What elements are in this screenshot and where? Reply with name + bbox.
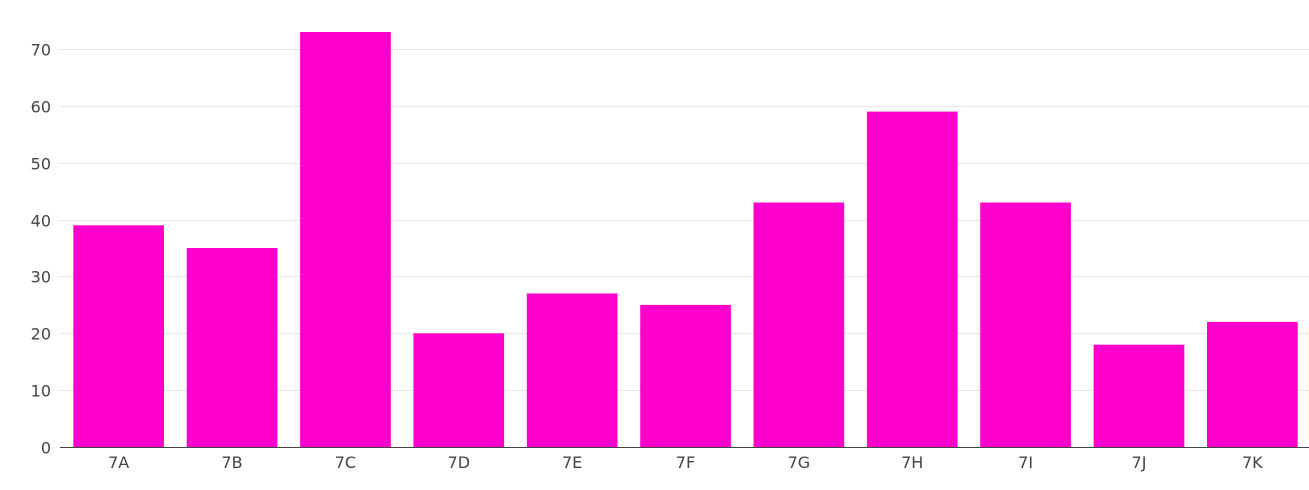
x-tick-label: 7H (901, 453, 923, 472)
bar (640, 304, 731, 447)
x-tick-label: 7B (221, 453, 242, 472)
bar (1093, 344, 1185, 447)
x-tick-label: 7A (108, 453, 129, 472)
bar (753, 202, 845, 447)
x-tick-label: 7D (448, 453, 471, 472)
y-tick-label: 40 (31, 212, 51, 231)
y-tick-label: 60 (31, 98, 51, 117)
y-tick-label: 30 (31, 268, 51, 287)
x-tick-label: 7K (1242, 453, 1263, 472)
x-tick-label: 7E (562, 453, 582, 472)
y-tick-label: 10 (31, 382, 51, 401)
bar (73, 225, 164, 447)
bar (866, 111, 958, 447)
x-axis-ticks: 7A 7B 7C 7D 7E 7F 7G 7H 7I 7J 7K (108, 453, 1263, 472)
x-tick-label: 7J (1132, 453, 1147, 472)
y-tick-label: 70 (31, 41, 51, 60)
bar (980, 202, 1071, 447)
bar (186, 248, 278, 447)
y-tick-label: 0 (41, 439, 51, 458)
bars (73, 32, 1298, 447)
y-axis-ticks: 0 10 20 30 40 50 60 70 (31, 41, 51, 458)
bar (1207, 321, 1298, 447)
x-tick-label: 7F (676, 453, 695, 472)
bar (300, 32, 391, 447)
bar (526, 293, 618, 447)
x-tick-label: 7I (1018, 453, 1033, 472)
x-tick-label: 7C (335, 453, 356, 472)
y-tick-label: 20 (31, 325, 51, 344)
x-tick-label: 7G (788, 453, 811, 472)
bar (413, 333, 505, 447)
y-tick-label: 50 (31, 155, 51, 174)
